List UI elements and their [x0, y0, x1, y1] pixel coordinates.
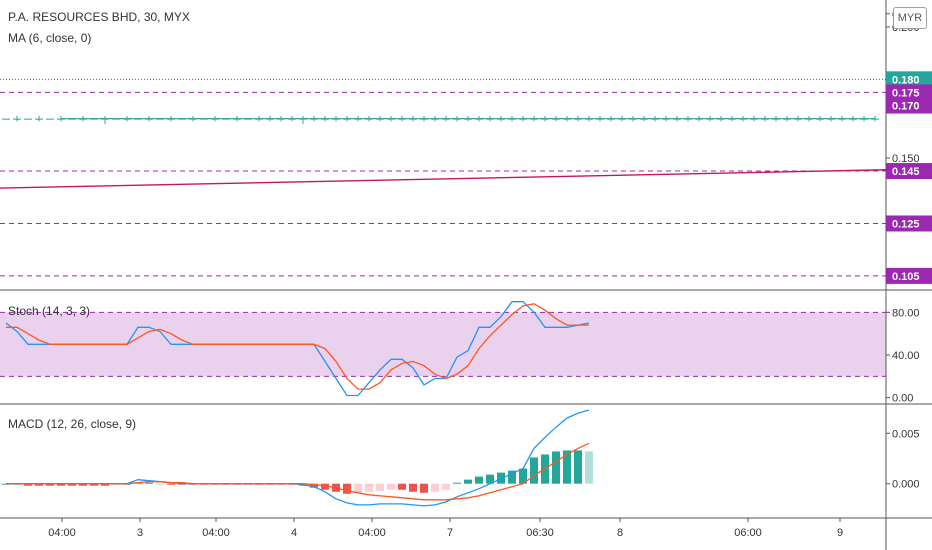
macd-histogram-bar	[24, 483, 32, 486]
macd-histogram-bar	[475, 476, 483, 484]
macd-histogram-bar	[57, 483, 65, 486]
stoch-band	[0, 312, 886, 377]
time-axis[interactable]: 04:00 3 04:00 4 04:00 7 06:30 8 06:00 9	[48, 518, 843, 539]
stoch-d-line	[6, 303, 589, 390]
macd-histogram-bar	[442, 483, 450, 490]
macd-histogram-bar	[310, 483, 318, 488]
time-tick-label: 06:00	[734, 527, 762, 539]
price-badge	[886, 267, 932, 284]
price-badge-label: 0.175	[892, 87, 920, 99]
price-badge-label: 0.180	[892, 74, 920, 86]
macd-pane[interactable]	[2, 409, 593, 507]
price-badge	[886, 163, 932, 180]
macd-histogram-bar	[585, 451, 593, 484]
price-badge-label: 0.170	[892, 101, 920, 113]
pane-dividers	[0, 289, 932, 519]
currency-button[interactable]: MYR	[893, 7, 927, 29]
time-tick-label: 3	[137, 527, 143, 539]
macd-tick-label: 0.000	[892, 479, 920, 491]
macd-histogram-bar	[464, 479, 472, 484]
time-tick-label: 04:00	[48, 527, 76, 539]
stoch-pane[interactable]	[0, 301, 886, 397]
time-tick-label: 04:00	[358, 527, 386, 539]
macd-histogram-bar	[519, 468, 527, 484]
ma-legend: MA (6, close, 0)	[8, 31, 92, 45]
macd-histogram-bar	[376, 483, 384, 491]
macd-histogram-bar	[79, 483, 87, 486]
stoch-legend: Stoch (14, 3, 3)	[8, 304, 91, 318]
macd-histogram-bar	[35, 483, 43, 486]
macd-histogram-bar	[343, 483, 351, 494]
macd-histogram-bar	[563, 450, 571, 484]
macd-histogram-bar	[409, 483, 417, 492]
time-tick-label: 7	[447, 527, 453, 539]
price-badge	[886, 97, 932, 114]
stoch-tick-label: 40.00	[892, 350, 920, 362]
price-badge-label: 0.125	[892, 218, 920, 230]
macd-histogram-bar	[486, 474, 494, 484]
macd-histogram-bar	[574, 450, 582, 484]
time-tick-label: 9	[837, 527, 843, 539]
macd-signal-line	[6, 442, 590, 501]
macd-histogram-bar	[46, 483, 54, 486]
macd-histogram-bar	[420, 483, 428, 493]
macd-histogram-bar	[321, 483, 329, 490]
candle-body	[24, 118, 32, 120]
price-badge-label: 0.105	[892, 271, 920, 283]
price-badge-label: 0.145	[892, 166, 920, 178]
price-badge	[886, 71, 932, 88]
candle-body	[35, 118, 43, 120]
macd-histogram-bar	[101, 483, 109, 486]
macd-histogram-bar	[354, 483, 362, 493]
time-tick-label: 04:00	[202, 527, 230, 539]
price-tick-label: 0.150	[892, 153, 920, 165]
symbol-title: P.A. RESOURCES BHD, 30, MYX	[8, 10, 190, 24]
macd-histogram-bar	[145, 482, 153, 484]
macd-legend: MACD (12, 26, close, 9)	[8, 417, 137, 431]
macd-histogram-bar	[508, 470, 516, 484]
candle-body	[13, 118, 21, 120]
stoch-tick-label: 80.00	[892, 307, 920, 319]
macd-histogram-bar	[453, 482, 461, 484]
macd-histogram-bar	[68, 483, 76, 486]
price-axis[interactable]: 0.1050.1250.1450.1500.1700.1750.1800.200…	[885, 0, 932, 550]
macd-histogram-bar	[387, 483, 395, 490]
macd-histogram-bar	[431, 483, 439, 492]
price-badge	[886, 84, 932, 101]
macd-histogram-bar	[156, 483, 164, 485]
price-badge	[886, 215, 932, 232]
candle-body	[46, 118, 54, 120]
stoch-tick-label: 0.00	[892, 393, 913, 405]
macd-histogram-bar	[167, 483, 175, 485]
macd-histogram-bar	[530, 457, 538, 484]
trend-line	[0, 169, 887, 189]
macd-tick-label: 0.005	[892, 428, 920, 440]
macd-histogram-bar	[552, 451, 560, 484]
macd-histogram-bar	[90, 483, 98, 486]
macd-histogram-bar	[398, 483, 406, 490]
time-tick-label: 4	[291, 527, 297, 539]
time-tick-label: 06:30	[526, 527, 554, 539]
time-tick-label: 8	[617, 527, 623, 539]
candle-body	[2, 118, 10, 120]
price-pane[interactable]	[0, 78, 887, 277]
macd-histogram-bar	[365, 483, 373, 492]
